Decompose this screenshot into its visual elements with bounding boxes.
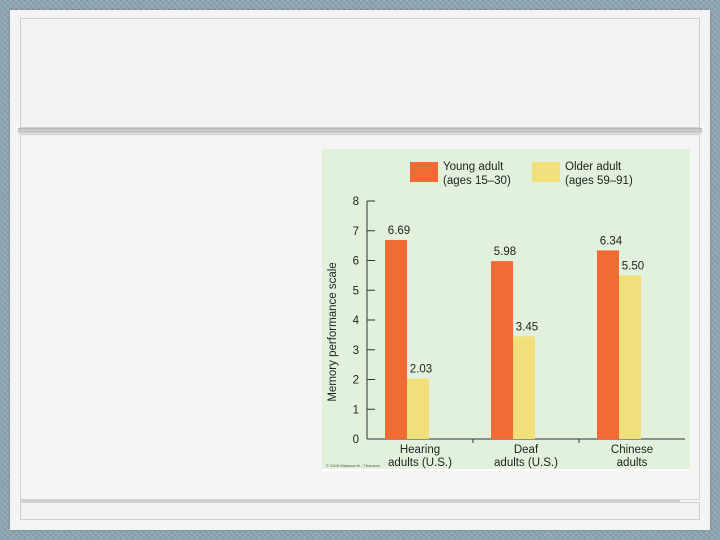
bar-s2-c1 <box>407 378 429 439</box>
bar-chart-figure: Young adult (ages 15–30) Older adult (ages … <box>322 149 690 471</box>
legend-swatch-1 <box>410 162 438 182</box>
bar-s1-c1 <box>385 239 407 439</box>
divider-top <box>18 128 702 134</box>
divider-bottom <box>20 500 680 502</box>
legend-label-1: (ages 15–30) <box>443 175 511 187</box>
x-tick-label: Chinese <box>611 444 653 456</box>
y-tick-label: 0 <box>353 434 359 446</box>
data-label: 6.69 <box>388 225 410 237</box>
data-label: 2.03 <box>410 364 432 376</box>
data-label: 5.50 <box>622 260 644 272</box>
x-tick-label: Hearing <box>400 444 440 456</box>
bar-s2-c3 <box>619 275 641 439</box>
footer-placeholder <box>20 502 700 520</box>
y-axis-label: Memory performance scale <box>327 262 339 401</box>
y-tick-label: 8 <box>353 196 359 208</box>
legend-label-2: (ages 59–91) <box>565 175 633 187</box>
legend-label-2: Older adult <box>565 161 622 173</box>
x-tick-label: Deaf <box>514 444 539 456</box>
legend-swatch-2 <box>532 162 560 182</box>
copyright-text: © 2008 Wadsworth - Thomson <box>326 463 381 468</box>
bar-s1-c3 <box>597 250 619 439</box>
slide: Young adult (ages 15–30) Older adult (ages … <box>10 10 710 530</box>
bar-s2-c2 <box>513 336 535 439</box>
y-tick-label: 4 <box>353 315 360 327</box>
data-label: 6.34 <box>600 235 623 247</box>
x-tick-label: adults (U.S.) <box>494 457 558 469</box>
y-tick-label: 1 <box>353 404 359 416</box>
legend-label-1: Young adult <box>443 161 504 173</box>
y-tick-label: 3 <box>353 345 359 357</box>
y-tick-label: 7 <box>353 226 359 238</box>
x-tick-label: adults (U.S.) <box>388 457 452 469</box>
y-tick-label: 2 <box>353 375 359 387</box>
data-label: 5.98 <box>494 246 516 258</box>
y-tick-label: 6 <box>353 256 359 268</box>
chart-svg: Young adult (ages 15–30) Older adult (ages … <box>322 149 690 469</box>
bar-s1-c2 <box>491 261 513 439</box>
y-tick-label: 5 <box>353 285 359 297</box>
data-label: 3.45 <box>516 321 538 333</box>
x-tick-label: adults <box>617 457 648 469</box>
title-placeholder <box>20 18 700 128</box>
